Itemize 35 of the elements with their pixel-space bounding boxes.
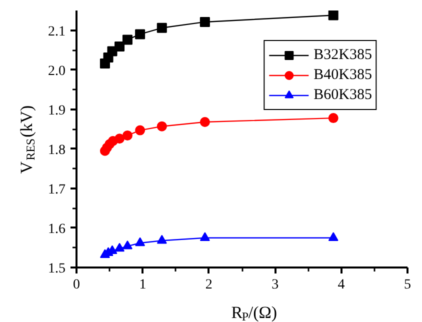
x-tick-label: 5	[404, 278, 411, 292]
legend-label: B60K385	[314, 86, 372, 104]
point	[135, 125, 146, 136]
point	[200, 117, 210, 127]
point	[328, 10, 338, 20]
y-tick-label: 2.0	[48, 64, 66, 79]
x-tick-label: 0	[73, 278, 80, 292]
point	[122, 130, 132, 140]
y-tick-label: 1.7	[48, 182, 66, 198]
point	[156, 121, 167, 132]
point	[200, 232, 210, 241]
y-tick-label: 2.1	[48, 24, 66, 40]
x-tick-label: 1	[139, 278, 146, 292]
point	[114, 41, 125, 52]
point	[328, 232, 338, 241]
point	[135, 29, 146, 40]
x-tick-label: 3	[272, 278, 279, 292]
y-tick-label: 1.9	[48, 103, 66, 118]
point	[122, 34, 132, 45]
point	[114, 134, 125, 144]
point	[328, 113, 338, 124]
y-tick-label: 1.6	[48, 222, 66, 237]
point	[114, 242, 125, 252]
y-tick-label: 1.8	[48, 142, 66, 158]
y-axis-title: VRES(kV)	[17, 105, 38, 174]
x-tick-label: 2	[205, 278, 212, 292]
legend-label: B32K385	[314, 46, 372, 64]
legend-label: B40K385	[314, 66, 372, 84]
point	[122, 240, 132, 250]
y-tick-label: 1.5	[48, 262, 66, 276]
x-tick-label: 4	[338, 278, 345, 292]
point	[200, 16, 210, 27]
point	[156, 22, 167, 33]
point	[156, 234, 167, 244]
point	[135, 237, 146, 246]
